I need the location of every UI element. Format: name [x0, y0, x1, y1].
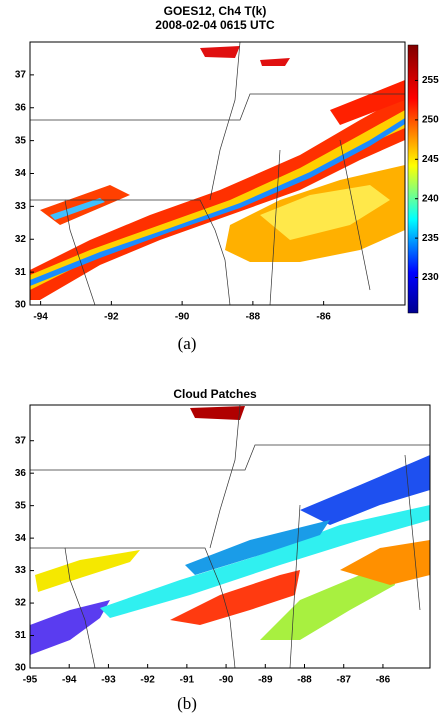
x-tick-label: -91: [180, 675, 195, 686]
y-tick-label: 32: [15, 598, 27, 609]
x-tick-label: -90: [219, 675, 234, 686]
title: GOES12, Ch4 T(k): [164, 4, 267, 18]
y-tick-label: 33: [15, 201, 27, 212]
x-tick-label: -90: [175, 312, 190, 323]
x-tick-label: -93: [101, 675, 116, 686]
caption: (a): [178, 334, 197, 353]
y-tick-label: 33: [15, 565, 27, 576]
y-tick-label: 37: [15, 70, 27, 81]
x-tick-label: -86: [376, 675, 391, 686]
y-tick-label: 31: [15, 267, 27, 278]
y-tick-label: 34: [15, 168, 27, 179]
colorbar-tick-label: 240: [422, 193, 439, 204]
satellite-image: [30, 42, 405, 305]
y-tick-label: 35: [15, 500, 27, 511]
x-tick-label: -89: [258, 675, 273, 686]
x-tick-label: -94: [33, 312, 48, 323]
x-tick-label: -94: [62, 675, 77, 686]
caption: (b): [177, 694, 197, 713]
colorbar-tick-label: 245: [422, 154, 439, 165]
x-tick-label: -88: [297, 675, 312, 686]
x-tick-label: -95: [23, 675, 38, 686]
x-tick-label: -92: [104, 312, 119, 323]
y-tick-label: 36: [15, 468, 27, 479]
colorbar-tick-label: 250: [422, 115, 439, 126]
colorbar-tick-label: 235: [422, 233, 439, 244]
x-tick-label: -88: [246, 312, 261, 323]
map-frame: [29, 404, 431, 669]
x-tick-label: -87: [336, 675, 351, 686]
colorbar: [407, 44, 419, 314]
y-tick-label: 36: [15, 102, 27, 113]
y-tick-label: 35: [15, 135, 27, 146]
y-tick-label: 30: [15, 300, 27, 311]
y-tick-label: 34: [15, 533, 27, 544]
y-tick-label: 30: [15, 663, 27, 674]
x-tick-label: -86: [316, 312, 331, 323]
y-tick-label: 32: [15, 234, 27, 245]
y-tick-label: 37: [15, 435, 27, 446]
colorbar-tick-label: 230: [422, 272, 439, 283]
subtitle: 2008-02-04 0615 UTC: [155, 18, 275, 32]
title: Cloud Patches: [173, 387, 257, 401]
patch-image: [30, 405, 430, 668]
x-tick-label: -92: [140, 675, 155, 686]
colorbar-tick-label: 255: [422, 75, 439, 86]
y-tick-label: 31: [15, 630, 27, 641]
